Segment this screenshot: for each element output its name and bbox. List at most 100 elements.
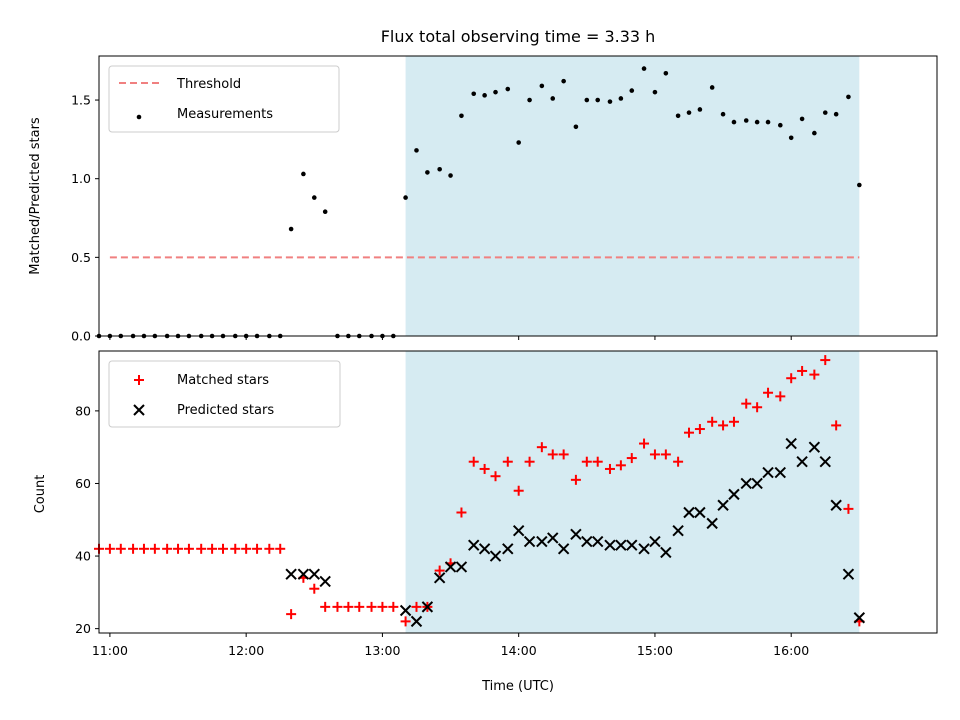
predicted-star-point — [740, 477, 752, 490]
measurement-point — [822, 110, 828, 115]
matched-star-point — [581, 456, 592, 467]
matched-star-point — [207, 543, 218, 554]
matched-star-point — [524, 456, 535, 467]
matched-star-point — [217, 543, 228, 554]
measurement-point — [799, 116, 805, 122]
predicted-star-point — [421, 601, 434, 613]
measurement-point — [709, 85, 715, 90]
matched-star-point — [354, 601, 365, 612]
measurement-point — [288, 226, 294, 232]
x-tick-label: 11:00 — [92, 643, 128, 658]
predicted-star-point — [502, 543, 514, 555]
matched-star-point — [809, 369, 820, 380]
matched-star-point — [775, 391, 786, 402]
matched-star-point — [128, 543, 139, 554]
predicted-star-point — [615, 539, 627, 551]
measurement-point — [743, 118, 749, 123]
matched-star-point — [626, 453, 637, 464]
measurement-point — [322, 209, 328, 215]
matched-star-point — [468, 456, 479, 467]
measurement-point — [778, 122, 783, 128]
bottom-y-tick-label: 40 — [75, 549, 91, 564]
matched-star-point — [797, 365, 808, 376]
matched-star-point — [388, 601, 399, 612]
legend-measurements-label: Measurements — [177, 107, 273, 122]
predicted-star-point — [751, 477, 763, 490]
matched-star-point — [707, 416, 718, 427]
matched-star-point — [615, 460, 626, 471]
predicted-star-point — [706, 517, 718, 530]
measurement-point — [686, 110, 692, 115]
matched-star-point — [536, 442, 547, 453]
matched-star-point — [763, 387, 774, 398]
top-x-ticks — [109, 336, 792, 340]
matched-star-point — [183, 543, 194, 554]
measurement-point — [527, 97, 532, 103]
legend-predicted-label: Predicted stars — [177, 403, 274, 418]
predicted-star-point — [512, 524, 525, 537]
predicted-star-point — [672, 524, 684, 537]
predicted-star-point — [581, 535, 593, 548]
matched-star-point — [684, 427, 695, 438]
top-y-tick-label: 0.0 — [71, 329, 91, 344]
matched-star-point — [196, 543, 207, 554]
predicted-star-point — [547, 532, 559, 544]
matched-star-point — [592, 456, 603, 467]
matched-star-point — [162, 543, 173, 554]
top-plot: 0.0 0.5 1.0 1.5 Matched/Predicted stars Thr… — [28, 55, 938, 344]
predicted-star-point — [762, 466, 774, 479]
measurement-point — [754, 119, 760, 125]
measurement-point — [595, 97, 601, 103]
legend-measurements-swatch — [136, 114, 142, 120]
measurement-point — [459, 113, 464, 119]
measurement-point — [857, 182, 862, 188]
predicted-star-point — [319, 575, 331, 588]
bottom-y-axis-label: Count — [33, 475, 48, 514]
matched-star-point — [434, 565, 445, 576]
predicted-star-point — [570, 528, 582, 540]
predicted-star-point — [660, 546, 672, 559]
measurement-point — [573, 124, 579, 130]
bottom-axes-frame — [98, 350, 938, 634]
predicted-star-point — [308, 568, 320, 580]
predicted-star-point — [626, 539, 638, 551]
matched-star-point — [741, 398, 752, 409]
measurement-point — [414, 148, 419, 153]
matched-star-point — [502, 456, 513, 467]
measurement-point — [561, 78, 566, 84]
measurement-point — [493, 89, 498, 95]
measurement-point — [448, 173, 453, 178]
x-tick-label: 16:00 — [773, 643, 809, 658]
matched-star-point — [309, 583, 320, 594]
matched-star-point — [377, 601, 388, 612]
measurement-point — [675, 113, 681, 119]
matched-star-point — [149, 543, 160, 554]
matched-star-point — [604, 463, 615, 474]
legend-matched-label: Matched stars — [177, 373, 269, 388]
bottom-y-ticks: 20 40 60 80 — [75, 403, 99, 636]
measurement-point — [539, 83, 545, 89]
matched-star-point — [264, 543, 275, 554]
predicted-star-point — [410, 615, 423, 628]
matched-star-point — [820, 355, 831, 366]
measurement-point — [652, 89, 658, 95]
top-y-tick-label: 0.5 — [71, 250, 91, 265]
predicted-star-point — [478, 543, 491, 555]
measurement-point — [765, 119, 771, 125]
matched-star-point — [570, 474, 581, 485]
matched-star-point — [411, 601, 422, 612]
measurement-point — [846, 94, 851, 100]
matched-star-point — [673, 456, 684, 467]
matched-star-point — [660, 449, 671, 460]
measurement-point — [618, 96, 624, 101]
top-legend-box — [108, 65, 340, 133]
x-axis-label: Time (UTC) — [481, 679, 554, 694]
x-tick-label: 12:00 — [228, 643, 264, 658]
measurement-point — [697, 107, 703, 112]
matched-star-point — [513, 485, 524, 496]
matched-star-point — [343, 601, 354, 612]
matched-star-point — [252, 543, 263, 554]
measurement-point — [731, 119, 737, 125]
matched-star-point — [547, 449, 558, 460]
matched-star-point — [456, 507, 467, 518]
